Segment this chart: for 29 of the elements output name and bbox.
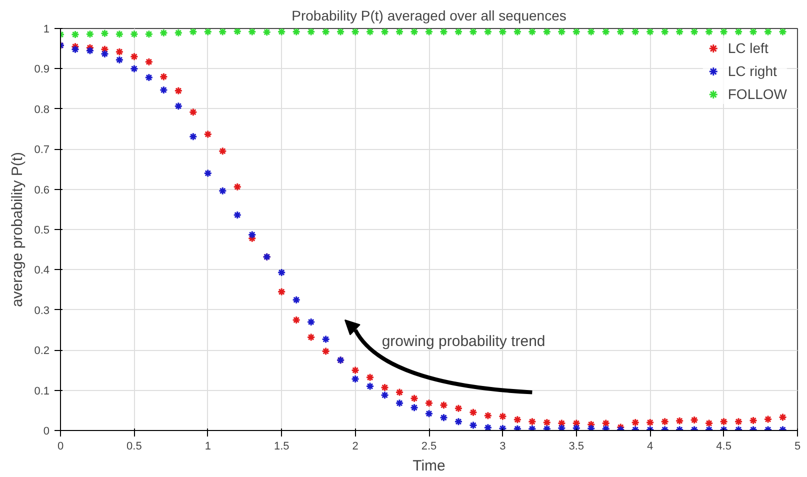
x-tick-label: 1 xyxy=(204,440,211,452)
legend-label: LC left xyxy=(728,40,768,56)
y-tick-label: 0.1 xyxy=(34,385,50,398)
y-tick-label: 0.6 xyxy=(34,184,50,196)
x-tick-label: 0 xyxy=(57,440,64,452)
y-tick-label: 0.5 xyxy=(34,224,50,236)
x-tick-label: 4 xyxy=(647,440,654,452)
x-tick-label: 2.5 xyxy=(421,440,437,452)
y-tick-label: 0.7 xyxy=(34,144,50,156)
x-tick-label: 0.5 xyxy=(126,440,142,452)
y-tick-label: 0 xyxy=(43,426,50,438)
y-tick-label: 0.9 xyxy=(34,64,50,76)
y-tick-label: 0.8 xyxy=(34,104,50,116)
y-axis-title: average probability P(t) xyxy=(9,152,26,308)
legend-label: FOLLOW xyxy=(728,86,787,102)
x-tick-label: 2 xyxy=(352,440,358,452)
x-tick-label: 4.5 xyxy=(716,440,732,452)
x-tick-label: 3.5 xyxy=(568,440,584,452)
y-tick-label: 0.3 xyxy=(34,304,50,317)
x-tick-label: 3 xyxy=(500,440,506,452)
y-tick-label: 0.2 xyxy=(34,345,50,358)
annotation: growing probability trend xyxy=(382,333,546,350)
y-tick-label: 0.4 xyxy=(34,264,50,277)
x-tick-label: 1.5 xyxy=(274,440,290,452)
x-axis-title: Time xyxy=(412,458,446,474)
chart-title: Probability P(t) averaged over all sequences xyxy=(292,8,566,24)
y-tick-label: 1 xyxy=(43,24,50,36)
x-tick-label: 5 xyxy=(794,440,801,452)
legend-label: LC right xyxy=(728,63,777,79)
